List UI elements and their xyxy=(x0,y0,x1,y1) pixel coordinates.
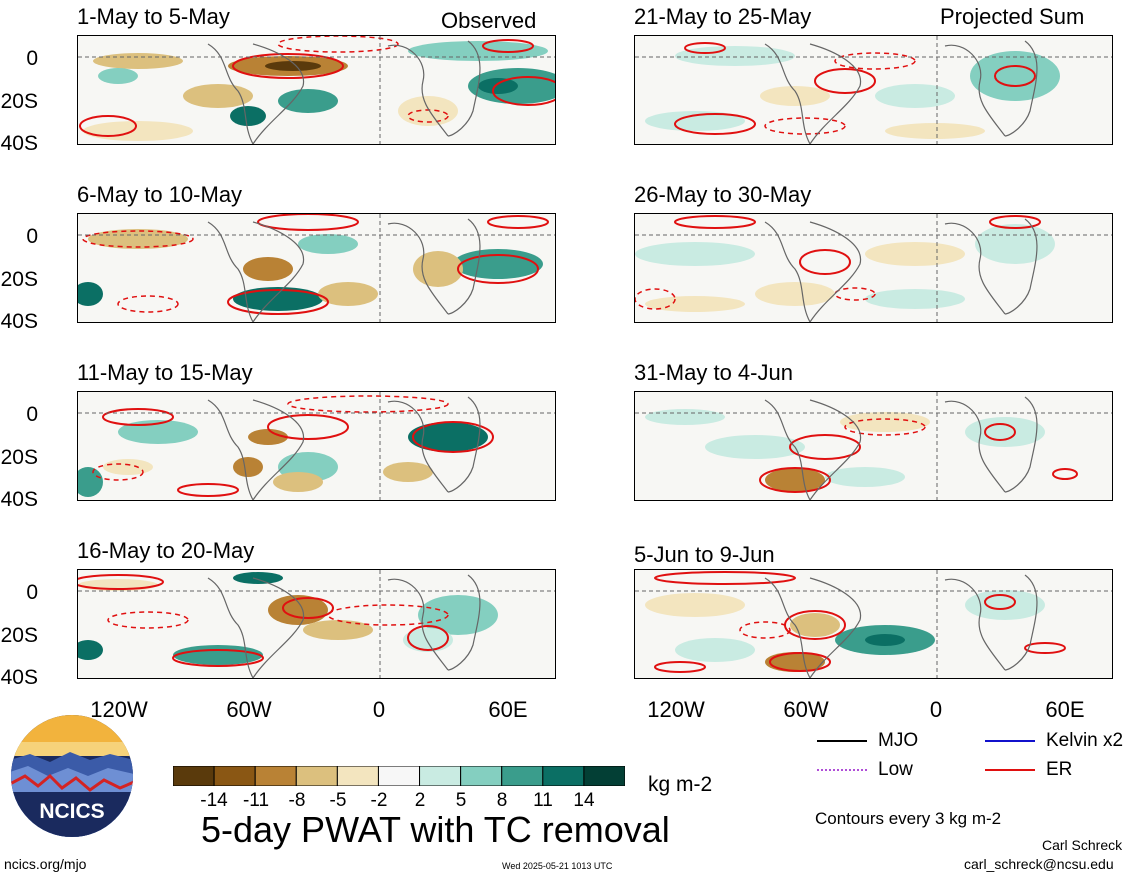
ytick-0-p1: 0 xyxy=(26,47,38,70)
cbar-tick-1: -14 xyxy=(200,790,228,811)
map-panel-left-2 xyxy=(77,213,556,323)
legend-kelvin-label: Kelvin x2 xyxy=(1046,730,1124,751)
panel-title-right-1: 21-May to 25-May xyxy=(634,4,812,29)
ytick-20s-p2: 20S xyxy=(0,268,38,291)
panel-title-left-3: 11-May to 15-May xyxy=(77,360,253,385)
panel-title-right-3: 31-May to 4-Jun xyxy=(634,360,793,385)
ytick-40s-p1: 40S xyxy=(0,132,38,155)
map-panel-left-4 xyxy=(77,569,556,679)
cbar-tick-2: -11 xyxy=(242,790,270,811)
colorbar-segment-4 xyxy=(295,765,338,787)
footer-timestamp: Wed 2025-05-21 1013 UTC xyxy=(502,861,613,871)
ytick-40s-p2: 40S xyxy=(0,310,38,333)
panel-title-right-4: 5-Jun to 9-Jun xyxy=(634,542,775,567)
legend-kelvin-line xyxy=(985,740,1035,742)
cbar-tick-9: 11 xyxy=(533,790,553,811)
map-panel-right-1 xyxy=(634,35,1113,145)
cbar-tick-3: -8 xyxy=(288,790,306,811)
cbar-tick-8: 8 xyxy=(496,790,508,811)
footer-url: ncics.org/mjo xyxy=(4,856,87,872)
ytick-20s-p4: 20S xyxy=(0,624,38,647)
footer-author: Carl Schreck xyxy=(1042,837,1123,853)
xtick-120w-left: 120W xyxy=(90,697,148,722)
cbar-tick-7: 5 xyxy=(455,790,467,811)
ytick-0-p4: 0 xyxy=(26,581,38,604)
observed-label: Observed xyxy=(441,8,537,33)
panel-title-right-2: 26-May to 30-May xyxy=(634,182,812,207)
logo-text: NCICS xyxy=(39,800,104,823)
legend-er-label: ER xyxy=(1046,759,1073,780)
xtick-60w-right: 60W xyxy=(783,697,829,722)
colorbar-segment-11 xyxy=(583,765,626,787)
colorbar-segment-3 xyxy=(254,765,297,787)
xtick-0-right: 0 xyxy=(929,697,943,722)
map-panel-right-2 xyxy=(634,213,1113,323)
projected-sum-label: Projected Sum xyxy=(940,4,1085,29)
colorbar-segment-9 xyxy=(501,765,544,787)
xtick-120w-right: 120W xyxy=(647,697,705,722)
legend-er-line xyxy=(985,769,1035,771)
ytick-20s-p1: 20S xyxy=(0,90,38,113)
ncics-logo: NCICS xyxy=(10,714,134,838)
panel-title-left-4: 16-May to 20-May xyxy=(77,538,255,563)
panel-title-left-2: 6-May to 10-May xyxy=(77,182,243,207)
figure-title: 5-day PWAT with TC removal xyxy=(201,809,670,850)
panel-title-left-1: 1-May to 5-May xyxy=(77,4,230,29)
map-panel-right-4 xyxy=(634,569,1113,679)
cbar-tick-6: 2 xyxy=(414,790,426,811)
xtick-60w-left: 60W xyxy=(226,697,272,722)
map-panel-left-1 xyxy=(77,35,556,145)
xtick-60e-right: 60E xyxy=(1045,697,1085,722)
colorbar xyxy=(172,765,626,787)
legend-low-line xyxy=(817,769,867,771)
ytick-40s-p4: 40S xyxy=(0,666,38,689)
map-panel-left-3 xyxy=(77,391,556,501)
cbar-tick-5: -2 xyxy=(370,790,388,811)
contour-interval-note: Contours every 3 kg m-2 xyxy=(815,809,1002,828)
ytick-0-p3: 0 xyxy=(26,403,38,426)
cbar-tick-4: -5 xyxy=(329,790,347,811)
colorbar-segment-8 xyxy=(460,765,503,787)
colorbar-segment-7 xyxy=(419,765,462,787)
ytick-20s-p3: 20S xyxy=(0,446,38,469)
colorbar-segment-10 xyxy=(542,765,585,787)
legend-mjo-label: MJO xyxy=(878,730,919,751)
colorbar-unit: kg m-2 xyxy=(648,773,713,796)
legend-mjo-line xyxy=(817,740,867,742)
ytick-40s-p3: 40S xyxy=(0,488,38,511)
cbar-tick-10: 14 xyxy=(573,790,595,811)
xtick-0-left: 0 xyxy=(372,697,386,722)
map-panel-right-3 xyxy=(634,391,1113,501)
footer-email: carl_schreck@ncsu.edu xyxy=(964,856,1114,872)
colorbar-segment-5 xyxy=(336,765,379,787)
colorbar-segment-2 xyxy=(213,765,256,787)
colorbar-segment-1 xyxy=(172,765,215,787)
legend-low-label: Low xyxy=(878,759,913,780)
colorbar-segment-6 xyxy=(377,765,421,787)
ytick-0-p2: 0 xyxy=(26,225,38,248)
xtick-60e-left: 60E xyxy=(488,697,528,722)
